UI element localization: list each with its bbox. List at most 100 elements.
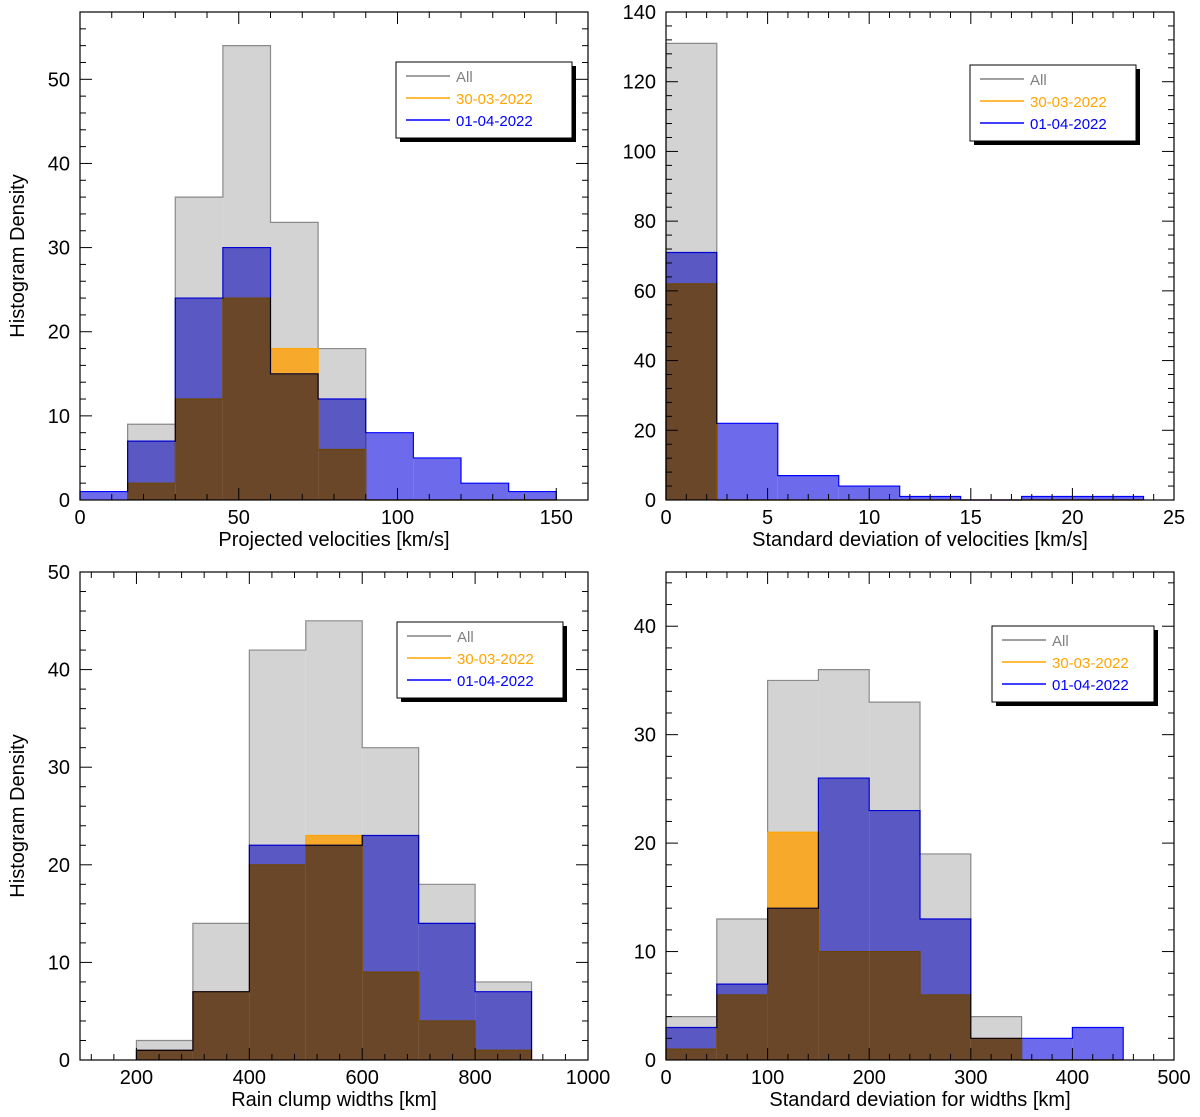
legend: All 30-03-2022 01-04-2022 [395, 61, 576, 142]
plot-frame [665, 571, 1175, 1061]
y-axis-label: Histogram Density [7, 174, 29, 337]
y-tick-label: 40 [634, 616, 656, 638]
x-tick-label: 400 [1056, 1067, 1089, 1089]
plot-frame [665, 11, 1175, 501]
bar-d2 [666, 252, 717, 500]
axis-ticks [665, 572, 1175, 1061]
y-tick-label: 100 [623, 141, 656, 163]
bar-d2 [127, 441, 176, 500]
y-tick-label: 10 [48, 406, 70, 428]
x-axis-label: Standard deviation for widths [km] [769, 1089, 1070, 1111]
bar-d2 [192, 991, 250, 1060]
bar-d2 [818, 778, 870, 1060]
series-d2 [665, 777, 1124, 1060]
x-tick-label: 0 [74, 507, 85, 529]
bar-d2 [666, 1027, 717, 1060]
bar-d2 [508, 491, 557, 500]
legend-label-d1: 30-03-2022 [456, 91, 533, 108]
bar-d2 [305, 845, 363, 1060]
legend-box [969, 64, 1137, 142]
outline-d2 [79, 246, 557, 500]
y-tick-label: 60 [634, 281, 656, 303]
x-tick-label: 400 [233, 1067, 266, 1089]
x-tick-label: 50 [228, 507, 250, 529]
bar-d2 [222, 247, 271, 500]
x-tick-label: 10 [858, 507, 880, 529]
bar-d2 [970, 1038, 1022, 1060]
series-d2 [665, 251, 1145, 501]
bar-d2 [418, 923, 476, 1060]
bar-d2 [461, 483, 509, 500]
x-tick-label: 1000 [566, 1067, 611, 1089]
x-tick-label: 0 [660, 1067, 671, 1089]
y-tick-label: 50 [48, 562, 70, 584]
legend-label-all: All [1052, 633, 1069, 650]
y-tick-label: 30 [48, 757, 70, 779]
bar-d2 [80, 491, 128, 500]
axis-ticks [79, 11, 589, 501]
y-tick-label: 20 [634, 420, 656, 442]
bar-d2 [365, 432, 414, 500]
legend: All 30-03-2022 01-04-2022 [969, 64, 1140, 145]
y-tick-label: 0 [59, 490, 70, 512]
bar-d2 [716, 984, 768, 1060]
outline-all [665, 669, 1124, 1061]
bar-d2 [413, 457, 461, 500]
y-tick-label: 30 [48, 238, 70, 260]
legend-label-d2: 01-04-2022 [457, 673, 534, 690]
legend-label-all: All [457, 629, 474, 646]
legend-label-d1: 30-03-2022 [457, 651, 534, 668]
y-tick-label: 20 [48, 855, 70, 877]
bar-d2 [136, 1050, 193, 1060]
outline-d2 [135, 834, 533, 1060]
legend-label-d1: 30-03-2022 [1052, 655, 1129, 672]
legend-box [991, 625, 1155, 703]
bar-d2 [1021, 1038, 1073, 1060]
x-tick-label: 100 [751, 1067, 784, 1089]
panel-widths: 200 400 600 800 1000 0 10 20 30 40 50 Rain clump wi… [7, 562, 610, 1111]
y-tick-label: 10 [48, 952, 70, 974]
series-d2 [79, 246, 557, 500]
axis-ticks [80, 571, 589, 1061]
y-tick-label: 40 [48, 660, 70, 682]
outline-d2 [665, 251, 1145, 501]
series-d2 [135, 834, 533, 1060]
x-tick-label: 300 [954, 1067, 987, 1089]
y-tick-label: 20 [634, 833, 656, 855]
x-tick-label: 200 [853, 1067, 886, 1089]
y-tick-label: 0 [59, 1050, 70, 1072]
outline-d2 [665, 777, 1124, 1060]
bar-d2 [362, 835, 419, 1060]
x-axis-label: Standard deviation of velocities [km/s] [752, 529, 1088, 551]
legend-box [395, 61, 573, 139]
bar-d2 [716, 423, 778, 500]
x-tick-label: 500 [1157, 1067, 1190, 1089]
y-tick-label: 140 [623, 2, 656, 24]
x-axis-label: Projected velocities [km/s] [218, 529, 449, 551]
x-tick-label: 200 [120, 1067, 153, 1089]
y-tick-label: 0 [645, 1050, 656, 1072]
y-tick-label: 20 [48, 322, 70, 344]
y-tick-label: 120 [623, 72, 656, 94]
bar-d2 [318, 399, 366, 500]
panel-std-widths: 0 100 200 300 400 500 0 10 20 30 40 Standard deviat… [634, 571, 1191, 1111]
legend-box [396, 621, 564, 699]
panel-std-velocities: 0 5 10 15 20 25 0 20 40 60 80 100 120 140 Standard dev… [623, 2, 1186, 551]
x-tick-label: 100 [381, 507, 414, 529]
bar-d2 [869, 810, 920, 1060]
x-tick-label: 25 [1163, 507, 1185, 529]
x-tick-label: 150 [540, 507, 573, 529]
y-tick-label: 40 [634, 351, 656, 373]
bar-d2 [1072, 1027, 1124, 1060]
bar-d2 [270, 373, 319, 500]
y-tick-label: 50 [48, 69, 70, 91]
x-tick-label: 20 [1061, 507, 1083, 529]
y-tick-label: 40 [48, 153, 70, 175]
axis-ticks [665, 11, 1175, 501]
plot-frame [79, 571, 589, 1061]
legend-label-d2: 01-04-2022 [1052, 677, 1129, 694]
legend-label-d2: 01-04-2022 [456, 113, 533, 130]
bar-d2 [475, 991, 532, 1060]
